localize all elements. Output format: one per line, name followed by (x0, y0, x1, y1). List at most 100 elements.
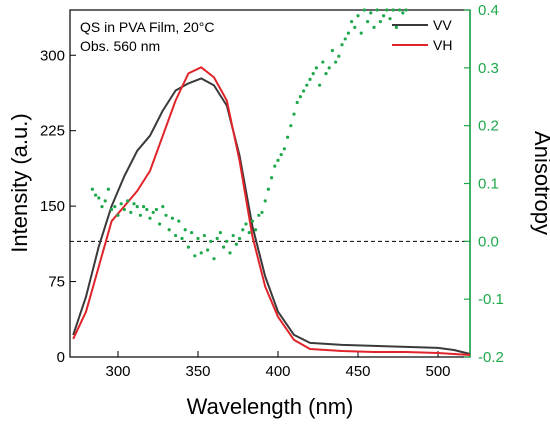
anisotropy-point (305, 83, 309, 87)
anisotropy-point (260, 210, 264, 215)
anisotropy-point (353, 25, 357, 29)
anisotropy-point (180, 236, 184, 241)
anisotropy-point (164, 213, 168, 217)
anisotropy-point (222, 245, 226, 249)
anisotropy-point (289, 124, 293, 128)
annotation-line-1: QS in PVA Film, 20°C (80, 19, 215, 35)
anisotropy-point (372, 25, 376, 29)
anisotropy-point (193, 254, 197, 258)
x-axis-ticks: 300 350 400 450 500 (105, 351, 451, 380)
anisotropy-point (167, 228, 171, 232)
annotation-line-2: Obs. 560 nm (80, 38, 160, 54)
anisotropy-point (183, 228, 187, 232)
anisotropy-point (346, 31, 350, 35)
anisotropy-point (247, 231, 251, 235)
anisotropy-point (314, 66, 318, 70)
anisotropy-point (218, 231, 222, 235)
anisotropy-point (231, 233, 235, 238)
anisotropy-point (250, 219, 254, 223)
annotation: QS in PVA Film, 20°C Obs. 560 nm (80, 19, 215, 54)
anisotropy-point (279, 152, 283, 157)
anisotropy-point (212, 257, 216, 261)
anisotropy-point (366, 19, 370, 24)
y-right-tick-label: 0.4 (478, 2, 499, 19)
y-right-tick-label: 0.1 (478, 176, 499, 193)
anisotropy-point (385, 8, 389, 12)
anisotropy-point (350, 19, 354, 24)
y-right-tick-label: 0.0 (478, 233, 499, 250)
anisotropy-point (206, 248, 210, 252)
anisotropy-point (318, 83, 322, 87)
anisotropy-point (145, 207, 149, 212)
anisotropy-point (343, 37, 347, 41)
anisotropy-point (154, 207, 158, 212)
anisotropy-point (292, 112, 296, 116)
anisotropy-point (110, 207, 114, 212)
anisotropy-point (378, 19, 382, 24)
anisotropy-point (401, 11, 405, 15)
anisotropy-point (382, 14, 386, 18)
anisotropy-point (286, 135, 290, 139)
anisotropy-point (135, 205, 139, 209)
anisotropy-point (113, 205, 117, 209)
anisotropy-point (257, 213, 261, 217)
anisotropy-point (330, 48, 334, 53)
legend-label-vv: VV (433, 17, 452, 33)
anisotropy-point (106, 187, 110, 191)
anisotropy-point (244, 222, 248, 226)
anisotropy-point (94, 193, 98, 197)
y-left-tick-label: 0 (57, 349, 65, 366)
anisotropy-point (148, 216, 152, 220)
x-tick-label: 400 (265, 363, 290, 380)
anisotropy-point (116, 213, 120, 217)
anisotropy-point (190, 231, 194, 235)
left-axis-ticks: 0 75 150 225 300 (40, 47, 76, 366)
y-left-tick-label: 75 (48, 274, 65, 291)
anisotropy-point (215, 236, 219, 241)
anisotropy-point (340, 43, 344, 47)
y-right-tick-label: 0.3 (478, 60, 499, 77)
anisotropy-point (151, 210, 155, 215)
anisotropy-point (126, 199, 130, 203)
anisotropy-point (263, 199, 267, 203)
anisotropy-point (327, 66, 331, 70)
y-axis-label-right: Anisotropy (530, 131, 550, 235)
anisotropy-point (196, 236, 200, 241)
x-tick-label: 300 (105, 363, 130, 380)
anisotropy-point (337, 54, 341, 58)
y-left-tick-label: 300 (40, 47, 65, 64)
y-left-tick-label: 225 (40, 123, 65, 140)
anisotropy-point (362, 8, 366, 12)
anisotropy-point (209, 239, 213, 243)
anisotropy-point (142, 205, 146, 209)
x-tick-label: 450 (345, 363, 370, 380)
anisotropy-point (228, 251, 232, 255)
anisotropy-point (356, 14, 360, 18)
anisotropy-point (177, 219, 181, 223)
x-tick-label: 500 (425, 363, 450, 380)
anisotropy-point (334, 60, 338, 64)
anisotropy-point (282, 147, 286, 151)
anisotropy-point (295, 100, 299, 105)
anisotropy-point (238, 236, 242, 241)
series-layer (72, 8, 471, 356)
anisotropy-point (202, 233, 206, 238)
anisotropy-point (404, 8, 408, 12)
anisotropy-point (158, 222, 162, 226)
anisotropy-point (308, 77, 312, 81)
anisotropy-point (254, 228, 258, 232)
y-right-tick-label: -0.2 (478, 349, 504, 366)
plot-frame (69, 9, 471, 358)
anisotropy-point (241, 228, 245, 232)
anisotropy-point (398, 8, 402, 12)
anisotropy-point (266, 187, 270, 191)
anisotropy-point (391, 8, 395, 12)
plot-area (69, 9, 471, 358)
anisotropy-point (302, 89, 306, 93)
anisotropy-point (276, 158, 280, 162)
anisotropy-point (122, 207, 126, 212)
y-left-tick-label: 150 (40, 198, 65, 215)
anisotropy-point (97, 196, 101, 200)
anisotropy-point (170, 216, 174, 220)
